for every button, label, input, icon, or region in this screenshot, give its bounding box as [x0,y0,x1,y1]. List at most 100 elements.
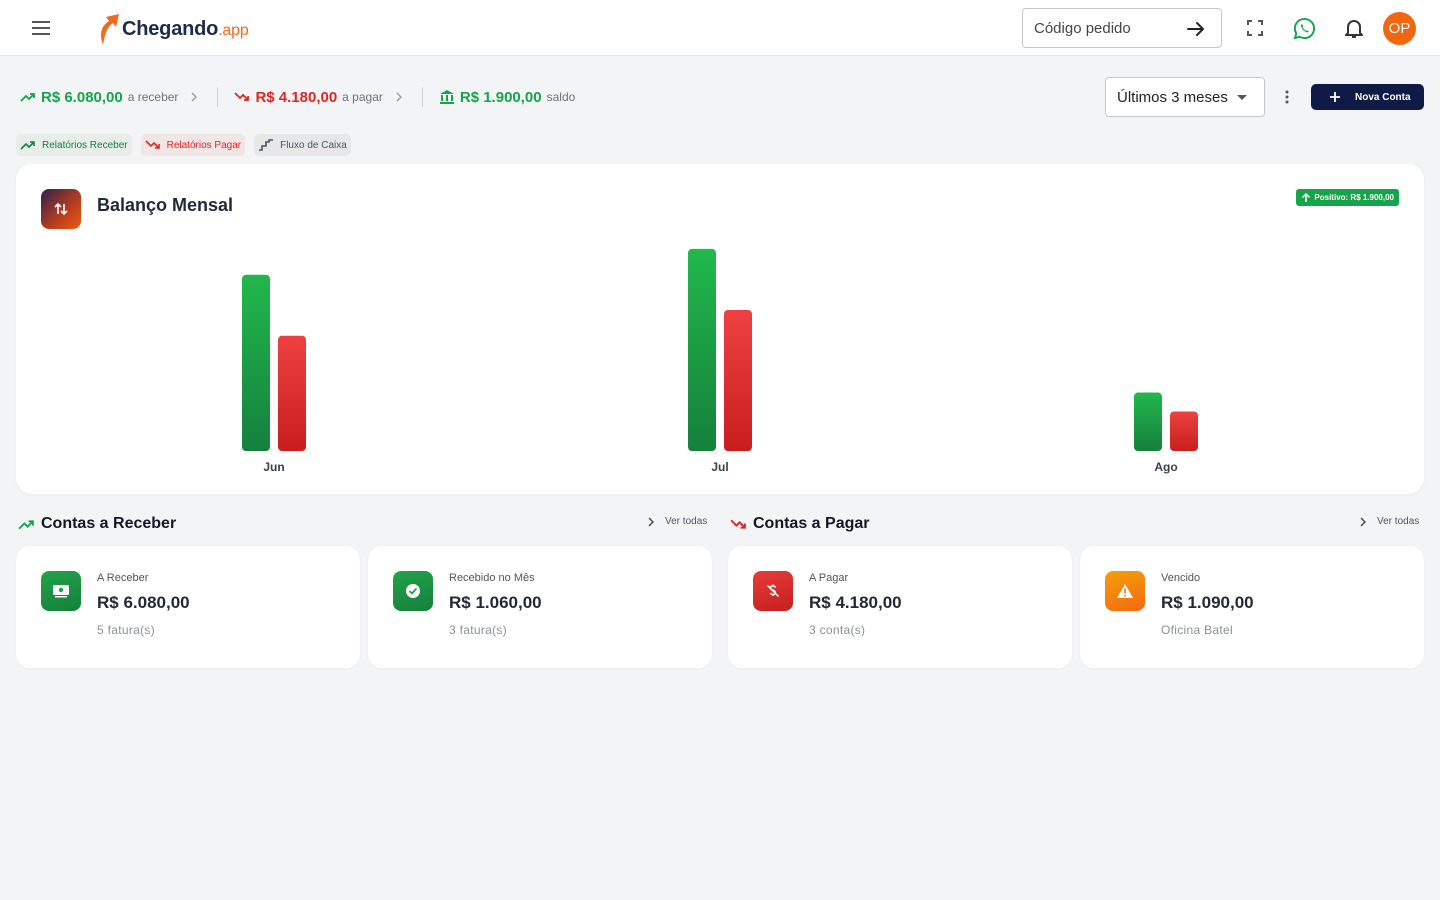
money-off-icon [753,571,793,611]
menu-button[interactable] [26,14,56,42]
ver-todas-label: Ver todas [1377,516,1420,527]
chip-label: Fluxo de Caixa [280,139,347,151]
trending-up-icon [18,519,34,529]
whatsapp-icon [1293,17,1315,39]
trending-down-icon [730,519,746,529]
x-tick-label: Jun [263,460,284,474]
kpi-subtext: 3 conta(s) [809,623,866,637]
ver-todas-label: Ver todas [665,516,708,527]
chip-fluxo-caixa[interactable]: Fluxo de Caixa [254,134,351,156]
kpi-card-a-pagar[interactable]: A Pagar R$ 4.180,00 3 conta(s) [728,546,1072,668]
financial-summary: R$ 6.080,00 a receber R$ 4.180,00 a paga… [20,86,575,108]
order-code-input[interactable] [1034,19,1174,37]
arrow-up-icon [1302,192,1311,202]
summary-saldo-label: saldo [546,90,576,104]
x-tick-label: Ago [1154,460,1177,474]
order-code-search [1022,8,1222,48]
summary-pagar-value: R$ 4.180,00 [255,88,338,106]
logo-suffix: .app [218,21,249,39]
top-bar: Chegando.app OP [0,0,1440,56]
trending-up-icon [20,93,35,102]
chip-label: Relatórios Receber [42,139,128,151]
bar-jun-series-1[interactable] [278,335,306,451]
notifications-button[interactable] [1342,16,1366,40]
summary-receber-value: R$ 6.080,00 [41,88,123,106]
kpi-subtext: 3 fatura(s) [449,623,507,637]
more-vertical-icon [1285,90,1289,104]
period-select[interactable]: Últimos 3 meses [1105,77,1265,117]
new-account-label: Nova Conta [1355,91,1411,103]
divider [217,87,219,107]
chart-title: Balanço Mensal [97,195,234,215]
whatsapp-button[interactable] [1292,16,1316,40]
receber-ver-todas-link[interactable]: Ver todas [647,516,707,527]
period-select-value: Últimos 3 meses [1117,88,1228,106]
pagar-ver-todas-link[interactable]: Ver todas [1359,516,1419,527]
menu-icon [32,21,50,35]
kpi-label: A Pagar [809,572,849,584]
new-account-button[interactable]: Nova Conta [1311,84,1424,110]
kpi-subtext: 5 fatura(s) [97,623,155,637]
logo-text: Chegando.app [122,17,249,40]
summary-saldo: R$ 1.900,00 saldo [439,89,575,106]
kpi-card-a-receber[interactable]: A Receber R$ 6.080,00 5 fatura(s) [16,546,360,668]
more-options-button[interactable] [1279,86,1295,108]
plus-icon [1330,92,1340,102]
summary-receber-label: a receber [127,90,179,104]
chevron-right-icon [648,517,654,526]
kpi-value: R$ 6.080,00 [97,593,190,612]
summary-saldo-value: R$ 1.900,00 [459,88,542,106]
check-circle-icon [393,571,433,611]
stairs-icon [259,139,274,151]
kpi-card-recebido-mes[interactable]: Recebido no Mês R$ 1.060,00 3 fatura(s) [368,546,712,668]
kpi-value: R$ 4.180,00 [809,593,902,612]
badge-label: Positivo: R$ 1.900,00 [1314,193,1394,202]
chevron-right-icon [1360,517,1366,526]
warning-icon [1105,571,1145,611]
bar-ago-series-1[interactable] [1170,411,1198,451]
pagar-section-header: Contas a Pagar [730,513,869,535]
divider [421,87,423,107]
x-tick-label: Jul [711,460,728,474]
kpi-value: R$ 1.060,00 [449,593,542,612]
bar-jul-series-0[interactable] [688,248,716,451]
kpi-value: R$ 1.090,00 [1161,593,1254,612]
bell-icon [1345,20,1363,38]
trending-down-icon [234,92,250,101]
monthly-balance-chart: Jun Jul Ago [242,248,1198,474]
trending-up-icon [20,141,35,150]
chevron-right-icon [396,92,402,102]
pagar-section-title: Contas a Pagar [753,515,870,532]
user-avatar[interactable]: OP [1383,12,1416,45]
chip-relatorios-pagar[interactable]: Relatórios Pagar [140,134,246,156]
trending-down-icon [145,140,160,149]
report-chips: Relatórios Receber Relatórios Pagar Flux… [16,134,351,156]
logo-arrow-icon [101,14,119,45]
swap-vertical-icon [41,189,81,229]
summary-pagar-label: a pagar [342,90,383,104]
arrow-right-icon[interactable] [1185,18,1207,40]
cash-icon [41,571,81,611]
caret-down-icon [1237,95,1247,100]
bank-icon [439,90,454,104]
bar-ago-series-0[interactable] [1134,392,1162,451]
bar-jul-series-1[interactable] [724,309,752,451]
kpi-card-vencido[interactable]: Vencido R$ 1.090,00 Oficina Batel [1080,546,1424,668]
summary-receber[interactable]: R$ 6.080,00 a receber [20,89,199,106]
kpi-label: A Receber [97,572,149,584]
chip-relatorios-receber[interactable]: Relatórios Receber [16,134,132,156]
logo[interactable]: Chegando.app [94,12,249,46]
bar-jun-series-0[interactable] [242,274,270,451]
chevron-right-icon [191,92,198,102]
kpi-label: Recebido no Mês [449,572,535,584]
monthly-balance-card: Jun Jul Ago Balanço Mensal Positivo: R$ 1.… [16,164,1424,494]
positive-balance-badge: Positivo: R$ 1.900,00 [1296,189,1399,206]
kpi-label: Vencido [1161,572,1201,584]
kpi-subtext: Oficina Batel [1161,623,1233,637]
receber-section-header: Contas a Receber [18,513,176,535]
fullscreen-icon [1247,20,1263,36]
summary-pagar[interactable]: R$ 4.180,00 a pagar [234,89,403,106]
fullscreen-button[interactable] [1243,16,1267,40]
chip-label: Relatórios Pagar [166,139,242,151]
receber-section-title: Contas a Receber [41,515,177,532]
